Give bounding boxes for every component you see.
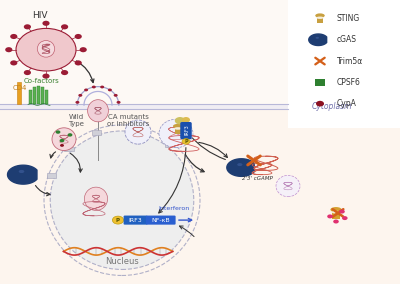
- Text: CA mutants
or inhibitors: CA mutants or inhibitors: [107, 114, 149, 127]
- Circle shape: [108, 89, 112, 91]
- Text: STING: STING: [337, 14, 360, 23]
- Circle shape: [339, 210, 345, 214]
- Polygon shape: [227, 159, 254, 176]
- Ellipse shape: [19, 170, 24, 173]
- Ellipse shape: [84, 187, 108, 210]
- Ellipse shape: [50, 131, 194, 270]
- Text: Interferon: Interferon: [158, 206, 190, 211]
- Circle shape: [80, 47, 87, 52]
- Text: Co-factors: Co-factors: [24, 78, 60, 84]
- Circle shape: [114, 94, 118, 97]
- Circle shape: [316, 101, 324, 106]
- Polygon shape: [8, 165, 37, 184]
- Ellipse shape: [276, 176, 300, 197]
- Circle shape: [342, 216, 348, 220]
- Bar: [29, 90, 32, 104]
- Ellipse shape: [37, 41, 55, 57]
- Circle shape: [116, 101, 120, 104]
- Bar: [37, 86, 40, 104]
- Polygon shape: [309, 34, 327, 45]
- Bar: [315, 79, 325, 86]
- Circle shape: [60, 144, 64, 147]
- Ellipse shape: [125, 120, 151, 144]
- Bar: [92, 130, 101, 135]
- FancyBboxPatch shape: [146, 216, 176, 225]
- FancyBboxPatch shape: [124, 216, 148, 225]
- Circle shape: [78, 94, 82, 97]
- Text: Cytoplasm: Cytoplasm: [312, 102, 352, 111]
- Circle shape: [10, 60, 17, 66]
- Bar: [0, 104, 288, 109]
- Bar: [332, 211, 340, 219]
- Bar: [175, 127, 181, 134]
- Bar: [64, 147, 74, 151]
- Bar: [0, 109, 400, 284]
- Circle shape: [112, 216, 124, 224]
- Circle shape: [76, 101, 80, 104]
- Circle shape: [16, 28, 76, 71]
- Bar: [288, 0, 400, 128]
- Circle shape: [24, 24, 31, 29]
- Text: CypA: CypA: [337, 99, 357, 108]
- Circle shape: [68, 133, 72, 137]
- Text: NF-κB: NF-κB: [152, 218, 170, 223]
- Text: IRF3: IRF3: [129, 218, 142, 223]
- Ellipse shape: [159, 119, 193, 148]
- Text: Nucleus: Nucleus: [105, 257, 139, 266]
- Circle shape: [327, 214, 333, 218]
- Text: CD4: CD4: [13, 85, 27, 91]
- Circle shape: [75, 60, 82, 66]
- Bar: [165, 143, 175, 147]
- Ellipse shape: [330, 207, 342, 212]
- Text: P: P: [185, 139, 189, 144]
- Circle shape: [75, 34, 82, 39]
- Ellipse shape: [316, 16, 324, 19]
- Bar: [41, 87, 44, 104]
- Ellipse shape: [332, 211, 340, 214]
- Circle shape: [24, 70, 31, 75]
- Bar: [317, 16, 323, 23]
- Ellipse shape: [52, 128, 76, 151]
- Ellipse shape: [88, 100, 108, 122]
- Circle shape: [61, 24, 68, 29]
- Circle shape: [182, 117, 190, 123]
- Ellipse shape: [316, 37, 319, 39]
- Circle shape: [5, 47, 12, 52]
- Text: 2'3' cGAMP: 2'3' cGAMP: [242, 176, 273, 181]
- Text: Wild
Type: Wild Type: [68, 114, 84, 127]
- Circle shape: [100, 85, 104, 88]
- Circle shape: [61, 70, 68, 75]
- Text: IRF3: IRF3: [184, 125, 189, 135]
- Ellipse shape: [237, 163, 242, 166]
- Circle shape: [84, 89, 88, 91]
- Text: cGAS: cGAS: [337, 35, 357, 44]
- Bar: [130, 127, 140, 131]
- Text: P: P: [116, 218, 120, 223]
- Bar: [17, 82, 21, 104]
- Ellipse shape: [315, 13, 325, 18]
- Circle shape: [175, 117, 185, 124]
- Circle shape: [333, 220, 339, 224]
- Bar: [47, 173, 56, 178]
- Circle shape: [56, 130, 60, 134]
- Circle shape: [42, 21, 50, 26]
- Ellipse shape: [174, 127, 182, 130]
- Circle shape: [60, 139, 64, 142]
- Circle shape: [42, 74, 50, 79]
- Circle shape: [92, 85, 96, 88]
- Bar: [33, 87, 36, 104]
- Text: Trim5α: Trim5α: [337, 57, 363, 66]
- Circle shape: [10, 34, 17, 39]
- Ellipse shape: [173, 124, 183, 128]
- Text: HIV: HIV: [32, 11, 48, 20]
- Bar: [0, 0, 288, 109]
- Text: CPSF6: CPSF6: [337, 78, 361, 87]
- Bar: [45, 90, 48, 104]
- Circle shape: [182, 139, 190, 144]
- FancyBboxPatch shape: [180, 122, 192, 139]
